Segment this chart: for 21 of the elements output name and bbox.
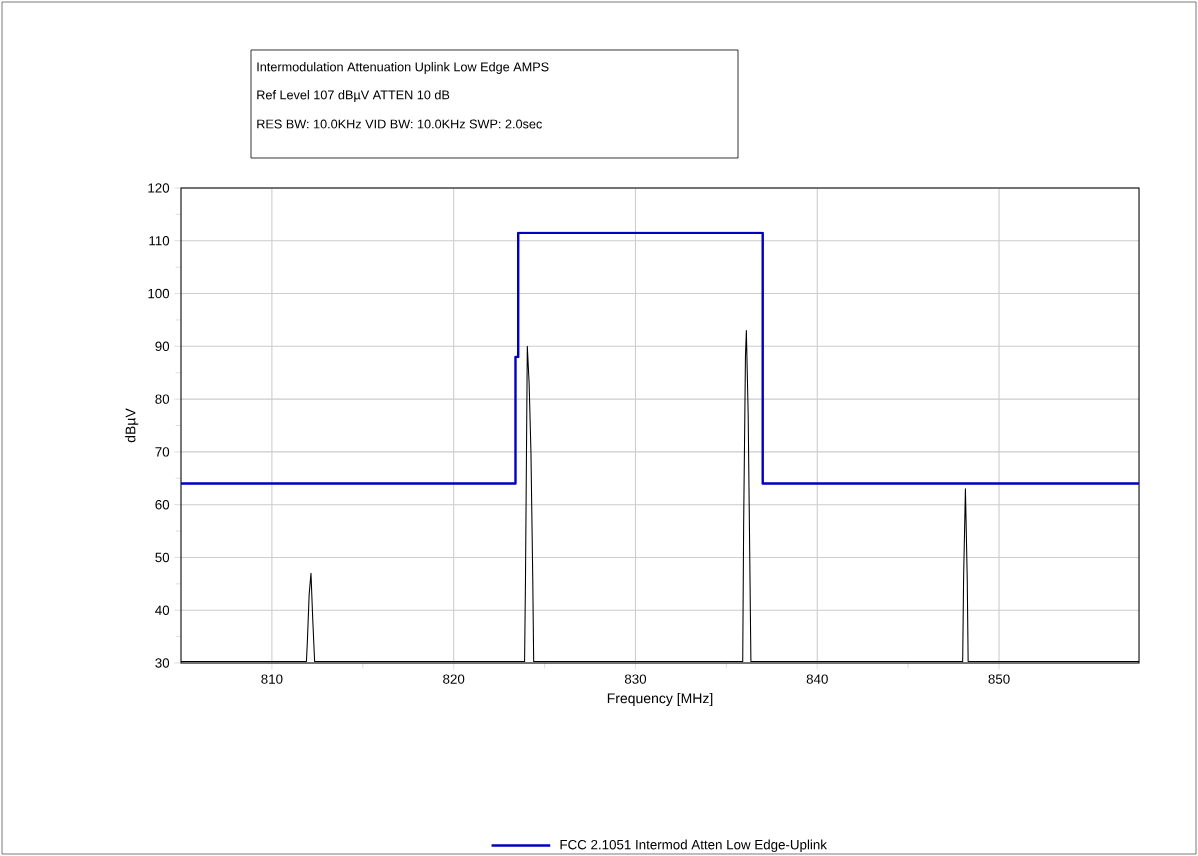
chart-subtitle: Ref Level 107 dBµV ATTEN 10 dB	[257, 90, 450, 102]
chart-title: Intermodulation Attenuation Uplink Low Edge AMPS	[257, 62, 549, 74]
y-tick-label: 120	[148, 183, 170, 193]
y-tick-label: 80	[155, 394, 170, 404]
y-tick-label: 70	[155, 447, 170, 457]
x-axis-title: Frequency [MHz]	[607, 692, 713, 707]
y-tick-label: 110	[149, 236, 170, 246]
x-tick-label: 850	[988, 674, 1010, 684]
y-tick-label: 100	[148, 288, 170, 299]
y-tick-label: 40	[155, 605, 170, 615]
legend-label: FCC 2.1051 Intermod Atten Low Edge-Uplink	[560, 839, 827, 853]
x-tick-label: 840	[806, 674, 828, 684]
y-tick-label: 30	[155, 658, 170, 668]
x-tick-label: 810	[261, 674, 283, 684]
x-tick-label: 820	[443, 674, 465, 684]
y-tick-label: 60	[155, 499, 170, 510]
text: RES BW: 10.0KHz VID BW: 10.0KHz SWP: 2.0sec	[257, 119, 542, 129]
x-tick-label: 830	[624, 674, 647, 684]
y-axis-title: dBµV	[125, 408, 139, 443]
y-tick-label: 50	[155, 552, 170, 563]
y-tick-label: 90	[155, 341, 170, 352]
